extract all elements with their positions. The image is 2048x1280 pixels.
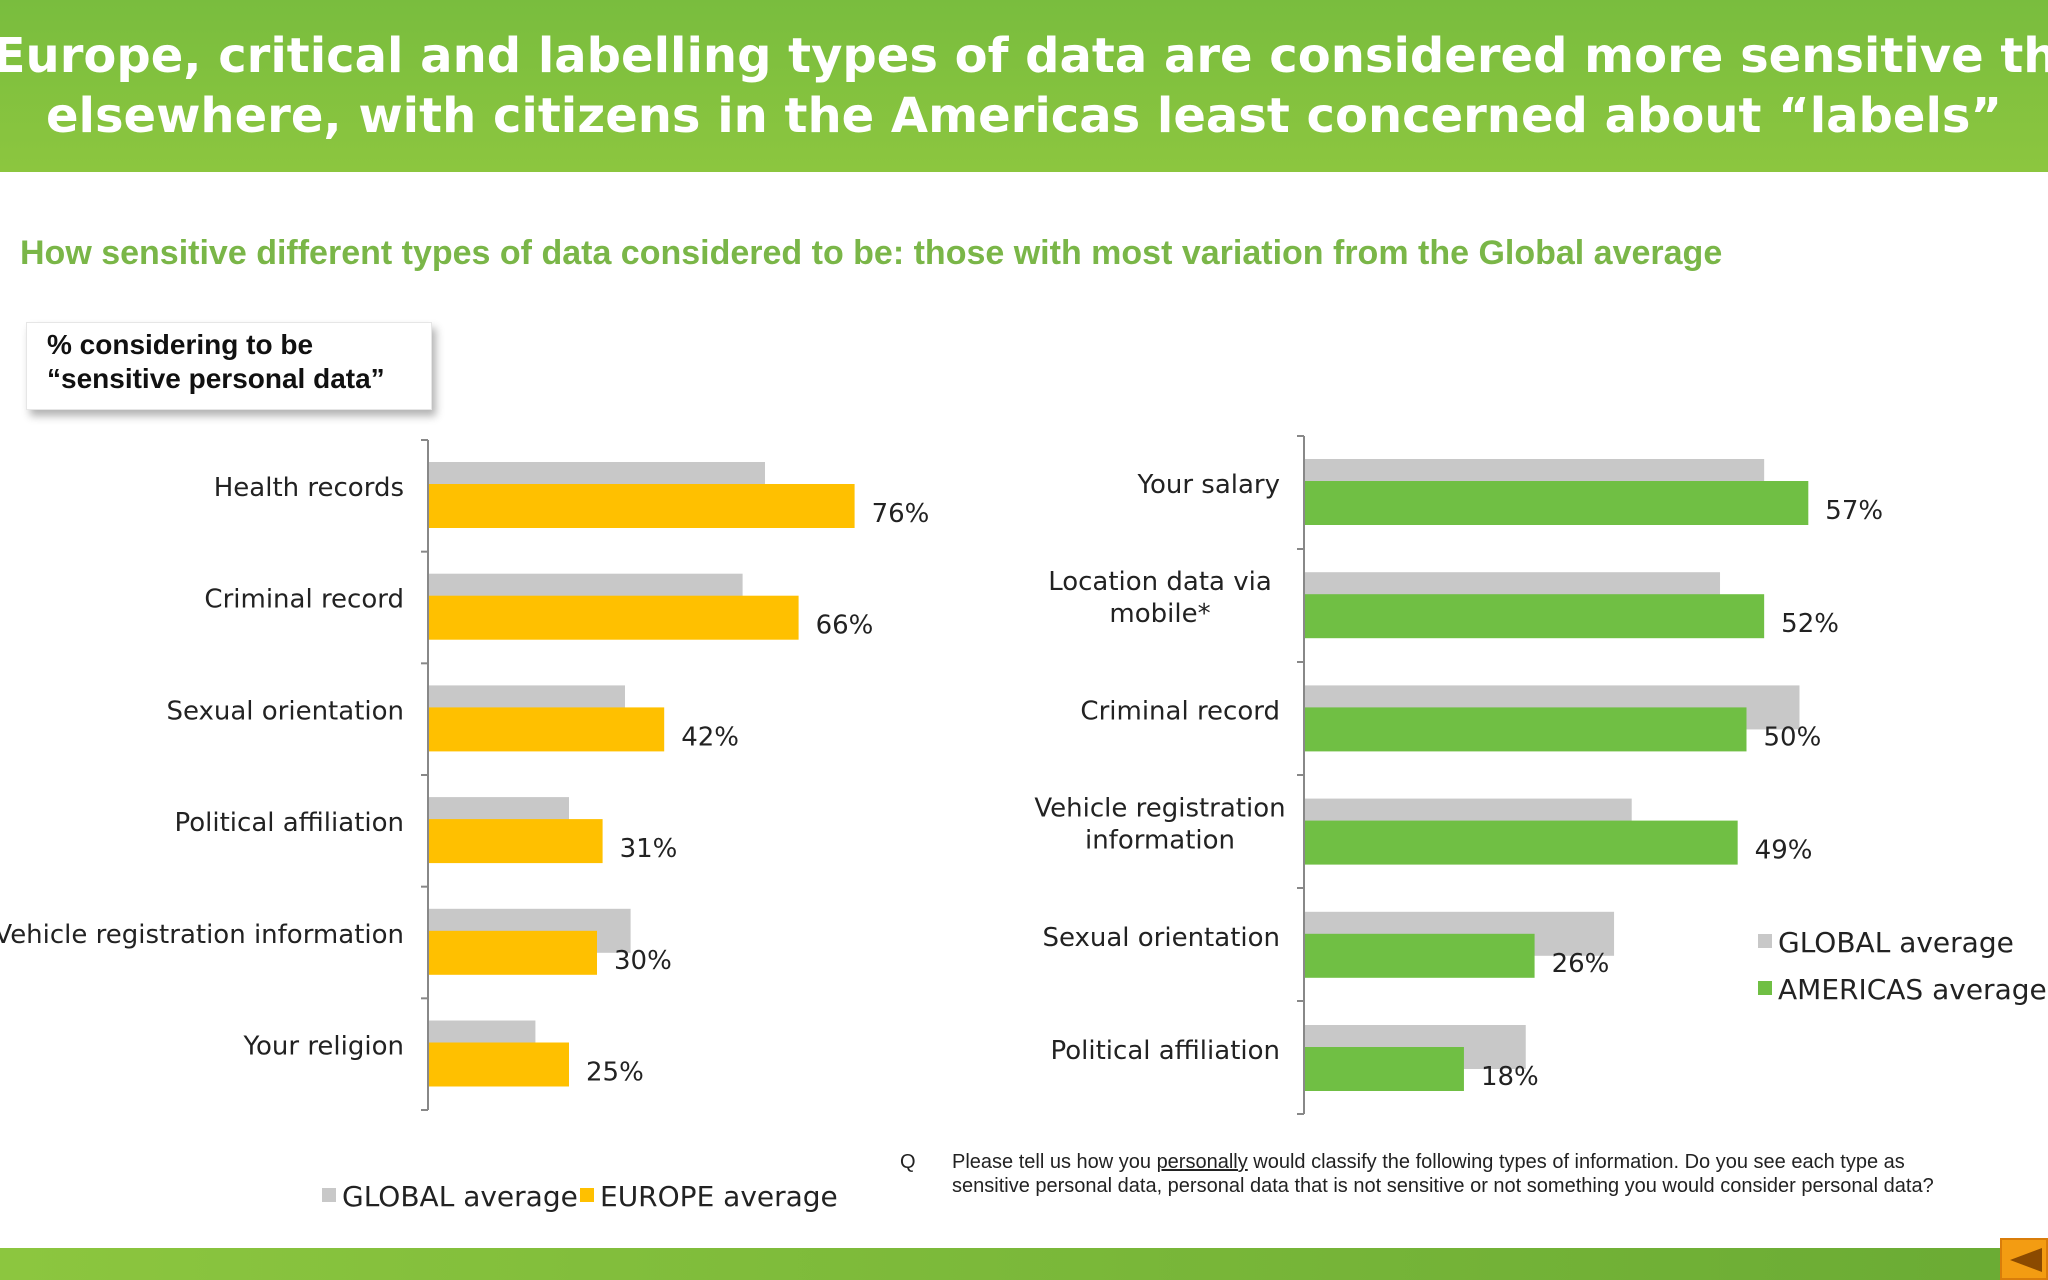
footnote-text-pre: Please tell us how you <box>952 1151 1157 1173</box>
right-bar-americas <box>1305 594 1765 639</box>
left-bar-europe <box>429 930 597 975</box>
right-data-label: 26% <box>1552 949 1610 979</box>
footnote-q-marker: Q <box>900 1151 916 1173</box>
right-bar-americas <box>1305 820 1738 865</box>
left-bar-europe <box>429 819 603 864</box>
legend-right-global: GLOBAL average <box>1758 926 2014 959</box>
right-category-label: Sexual orientation <box>1042 923 1280 953</box>
right-data-label: 49% <box>1755 836 1813 866</box>
legend-swatch-europe <box>580 1188 594 1202</box>
left-data-label: 30% <box>614 946 672 976</box>
right-bar-americas <box>1305 1047 1464 1091</box>
charts-canvas: 76% Health records 66% Criminal record 42% Se… <box>0 435 1883 1115</box>
left-category-label: Criminal record <box>204 585 404 615</box>
left-data-label: 42% <box>681 722 739 752</box>
right-data-label: 52% <box>1781 609 1839 639</box>
category-label-line: Location data via <box>1048 567 1272 597</box>
right-bar-americas <box>1305 481 1809 525</box>
legend-label-europe: EUROPE average <box>600 1180 838 1213</box>
measure-callout-box: % considering to be “sensitive personal … <box>26 322 432 410</box>
legend-swatch-global-right <box>1758 934 1772 948</box>
page-title-line-1: In Europe, critical and labelling types … <box>0 28 2048 84</box>
right-data-label: 50% <box>1764 722 1822 752</box>
left-bar-europe <box>429 707 665 752</box>
legend-label-americas: AMERICAS average <box>1778 973 2047 1006</box>
left-data-label: 25% <box>586 1058 644 1088</box>
footnote-text-post: would classify the following types of in… <box>952 1151 1934 1197</box>
left-category-label: Sexual orientation <box>166 696 404 726</box>
right-bar-americas <box>1305 707 1747 752</box>
footnote-question-text: Please tell us how you personally would … <box>952 1150 1952 1198</box>
legend-swatch-global <box>322 1188 336 1202</box>
right-data-label: 18% <box>1481 1062 1539 1092</box>
title-banner: In Europe, critical and labelling types … <box>0 0 2048 172</box>
legend-right-americas: AMERICAS average <box>1758 973 2047 1006</box>
left-category-label: Your religion <box>243 1032 404 1062</box>
bottom-bar <box>0 1248 2048 1280</box>
left-bar-europe <box>429 595 799 640</box>
legend-swatch-americas <box>1758 981 1772 995</box>
footnote-text-underlined: personally <box>1156 1151 1248 1173</box>
right-bar-americas <box>1305 933 1535 978</box>
right-category-label: Location data via mobile* <box>1048 567 1272 629</box>
left-category-label: Vehicle registration information <box>0 920 404 950</box>
right-data-label: 57% <box>1825 496 1883 526</box>
left-data-label: 66% <box>816 611 874 641</box>
right-category-label: Criminal record <box>1080 696 1280 726</box>
left-bar-europe <box>429 1042 569 1087</box>
left-bar-europe <box>429 484 855 528</box>
page-title-line-2: elsewhere, with citizens in the Americas… <box>45 88 2003 144</box>
category-label-line: information <box>1085 826 1235 856</box>
callout-line-1: % considering to be <box>47 329 314 360</box>
legend-label-global-right: GLOBAL average <box>1778 926 2014 959</box>
right-category-label: Vehicle registration information <box>1034 794 1285 856</box>
right-category-label: Your salary <box>1137 470 1280 500</box>
chart-subtitle: How sensitive different types of data co… <box>20 234 1723 272</box>
previous-slide-button[interactable] <box>2000 1238 2048 1280</box>
left-data-label: 76% <box>872 499 930 529</box>
category-label-line: Vehicle registration <box>1034 794 1285 824</box>
callout-line-2: “sensitive personal data” <box>47 363 385 394</box>
legend-label-global: GLOBAL average <box>342 1180 578 1213</box>
category-label-line: mobile* <box>1109 599 1210 629</box>
legend-left-europe: EUROPE average <box>580 1180 838 1213</box>
legend-left-global: GLOBAL average <box>322 1180 578 1213</box>
back-arrow-icon <box>2010 1248 2042 1272</box>
left-data-label: 31% <box>620 834 678 864</box>
left-category-label: Health records <box>214 473 404 503</box>
left-category-label: Political affiliation <box>175 808 405 838</box>
right-category-label: Political affiliation <box>1051 1036 1281 1066</box>
